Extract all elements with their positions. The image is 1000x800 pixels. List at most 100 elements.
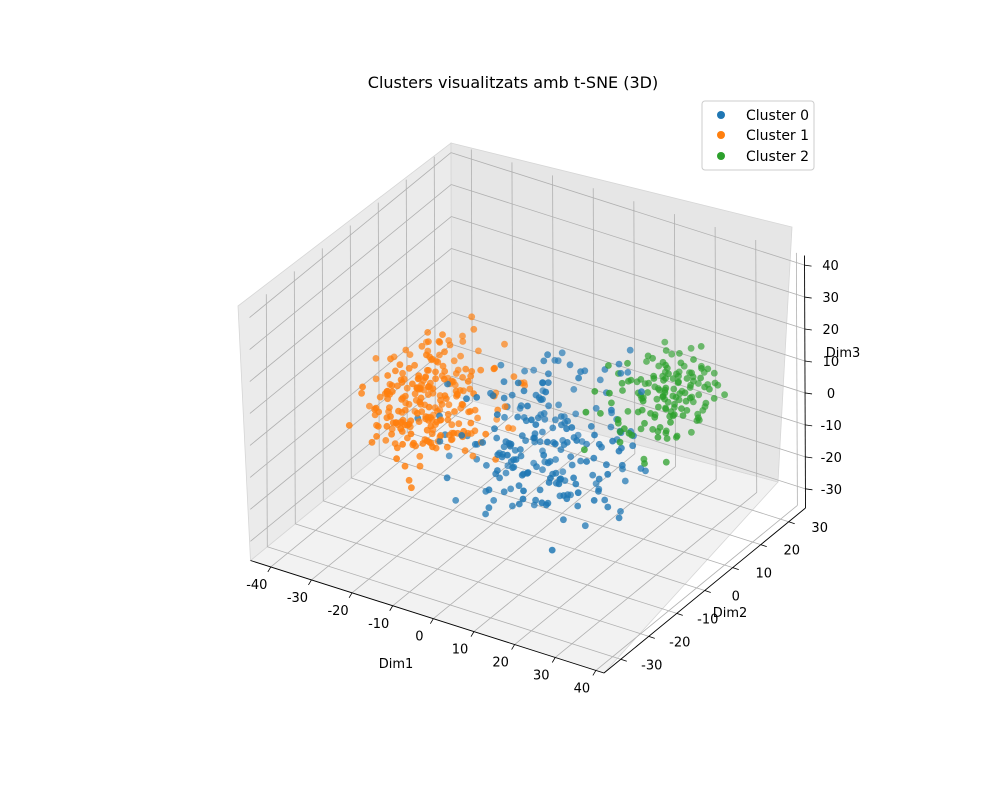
point-cluster-0 bbox=[564, 417, 571, 425]
point-cluster-0 bbox=[583, 440, 590, 448]
point-cluster-2 bbox=[674, 379, 682, 387]
point-cluster-0 bbox=[532, 496, 539, 504]
y-axis-label: Dim2 bbox=[713, 606, 748, 621]
point-cluster-1 bbox=[407, 417, 415, 425]
point-cluster-1 bbox=[451, 408, 458, 415]
point-cluster-2 bbox=[634, 408, 642, 416]
point-cluster-1 bbox=[466, 385, 474, 393]
point-cluster-0 bbox=[531, 434, 538, 442]
point-cluster-2 bbox=[654, 434, 662, 441]
point-cluster-1 bbox=[490, 365, 498, 373]
point-cluster-2 bbox=[675, 396, 683, 404]
point-cluster-1 bbox=[470, 325, 478, 333]
point-cluster-1 bbox=[441, 348, 448, 356]
gridline-x-wall bbox=[714, 227, 717, 480]
gridline-y-wall bbox=[321, 248, 324, 501]
point-cluster-0 bbox=[479, 439, 487, 446]
point-cluster-1 bbox=[411, 361, 418, 369]
z-tick-label: 30 bbox=[822, 291, 839, 306]
gridline-x-wall bbox=[470, 149, 473, 402]
point-cluster-1 bbox=[397, 425, 405, 433]
point-cluster-0 bbox=[458, 432, 466, 439]
point-cluster-0 bbox=[494, 451, 502, 458]
point-cluster-1 bbox=[501, 340, 508, 348]
point-cluster-0 bbox=[493, 434, 501, 442]
point-cluster-2 bbox=[605, 362, 612, 369]
z-tick-mark bbox=[804, 328, 812, 331]
point-cluster-0 bbox=[577, 368, 584, 376]
point-cluster-2 bbox=[698, 365, 705, 372]
point-cluster-1 bbox=[388, 425, 396, 433]
chart-title: Clusters visualitzats amb t-SNE (3D) bbox=[368, 73, 658, 92]
point-cluster-1 bbox=[382, 437, 390, 444]
point-cluster-1 bbox=[407, 430, 415, 438]
point-cluster-0 bbox=[557, 413, 565, 420]
point-cluster-0 bbox=[538, 499, 546, 507]
gridline-x-wall bbox=[674, 214, 676, 467]
point-cluster-0 bbox=[522, 417, 530, 425]
point-cluster-1 bbox=[437, 416, 445, 424]
point-cluster-0 bbox=[518, 432, 526, 440]
point-cluster-2 bbox=[608, 399, 615, 407]
point-cluster-0 bbox=[520, 387, 528, 395]
point-cluster-0 bbox=[507, 440, 515, 448]
point-cluster-2 bbox=[667, 418, 674, 426]
point-cluster-1 bbox=[394, 382, 401, 390]
point-cluster-0 bbox=[601, 496, 609, 504]
point-cluster-1 bbox=[432, 368, 439, 376]
point-cluster-0 bbox=[566, 361, 574, 369]
point-cluster-0 bbox=[511, 447, 519, 454]
point-cluster-0 bbox=[519, 495, 527, 503]
point-cluster-2 bbox=[710, 369, 718, 377]
point-cluster-1 bbox=[408, 484, 415, 492]
point-cluster-0 bbox=[568, 424, 576, 431]
point-cluster-0 bbox=[490, 497, 498, 504]
point-cluster-1 bbox=[403, 384, 411, 392]
x-axis-line bbox=[250, 560, 605, 674]
point-cluster-1 bbox=[475, 347, 482, 355]
point-cluster-0 bbox=[528, 416, 535, 424]
point-cluster-0 bbox=[537, 396, 545, 404]
point-cluster-2 bbox=[591, 388, 599, 395]
point-cluster-0 bbox=[522, 437, 529, 444]
point-cluster-2 bbox=[706, 385, 713, 393]
point-cluster-2 bbox=[644, 389, 652, 396]
point-cluster-0 bbox=[570, 386, 578, 393]
point-cluster-1 bbox=[413, 384, 421, 392]
point-cluster-2 bbox=[679, 412, 687, 419]
point-cluster-1 bbox=[448, 421, 456, 429]
point-cluster-0 bbox=[515, 482, 523, 490]
point-cluster-2 bbox=[704, 365, 712, 373]
point-cluster-0 bbox=[471, 440, 479, 448]
point-cluster-1 bbox=[383, 422, 391, 430]
x-tick-mark bbox=[348, 592, 353, 599]
point-cluster-1 bbox=[358, 389, 365, 397]
point-cluster-2 bbox=[606, 389, 613, 397]
point-cluster-1 bbox=[374, 423, 382, 430]
point-cluster-2 bbox=[581, 446, 588, 454]
point-cluster-1 bbox=[372, 404, 380, 412]
point-cluster-1 bbox=[402, 346, 410, 354]
point-cluster-2 bbox=[650, 375, 658, 382]
point-cluster-2 bbox=[662, 458, 670, 466]
gridline-y-wall bbox=[293, 271, 296, 524]
point-cluster-1 bbox=[427, 422, 435, 430]
legend-marker-cluster-1 bbox=[717, 131, 725, 139]
point-cluster-2 bbox=[582, 408, 590, 416]
point-cluster-1 bbox=[468, 313, 476, 321]
gridline-y-wall bbox=[349, 225, 352, 479]
gridline-z-left-wall bbox=[249, 280, 452, 446]
z-tick-mark bbox=[804, 392, 813, 395]
point-cluster-0 bbox=[608, 406, 615, 414]
point-cluster-2 bbox=[675, 372, 682, 380]
point-cluster-2 bbox=[686, 394, 694, 402]
point-cluster-0 bbox=[557, 475, 565, 483]
legend-label-cluster-2: Cluster 2 bbox=[746, 149, 809, 165]
x-axis-label: Dim1 bbox=[379, 657, 414, 672]
point-cluster-2 bbox=[695, 416, 703, 424]
point-cluster-0 bbox=[494, 467, 501, 474]
gridline-z-left-wall bbox=[249, 312, 452, 478]
point-cluster-0 bbox=[615, 447, 623, 455]
point-cluster-0 bbox=[536, 438, 544, 446]
